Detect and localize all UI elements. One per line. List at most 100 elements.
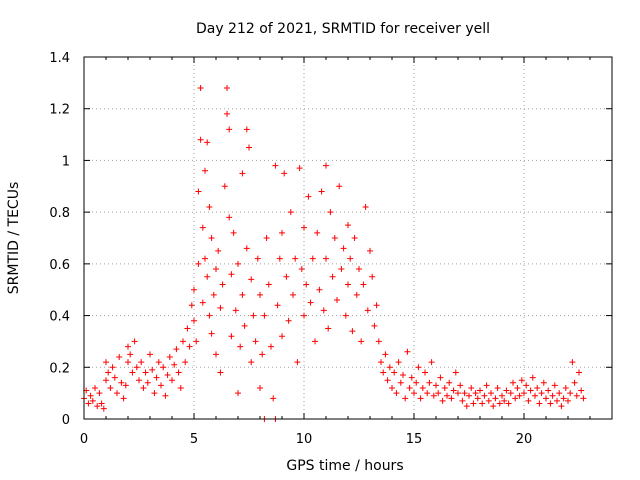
data-point: [309, 255, 316, 262]
y-tick-label: 0.4: [49, 310, 70, 325]
data-point: [505, 400, 512, 407]
data-point: [483, 382, 490, 389]
data-point: [184, 325, 191, 332]
data-point: [202, 167, 208, 174]
data-point: [455, 390, 461, 397]
data-point: [213, 266, 219, 273]
data-point: [257, 384, 263, 391]
data-point: [549, 392, 556, 399]
data-point: [521, 390, 527, 397]
data-point: [94, 403, 101, 410]
data-point: [261, 312, 268, 319]
data-point: [406, 384, 413, 391]
data-point: [461, 390, 468, 397]
data-point: [217, 369, 224, 376]
data-point: [232, 307, 239, 314]
data-point: [323, 162, 329, 169]
data-point: [228, 333, 235, 340]
data-point: [103, 359, 109, 366]
data-point: [512, 395, 519, 402]
data-point: [283, 273, 290, 280]
data-point: [393, 390, 400, 397]
data-point: [452, 369, 459, 376]
data-point: [358, 338, 365, 345]
data-point: [307, 299, 314, 306]
data-point: [259, 351, 266, 358]
x-tick-label: 10: [296, 432, 313, 447]
data-point: [191, 317, 197, 324]
data-point: [514, 384, 521, 391]
data-point: [98, 400, 105, 407]
data-point: [239, 291, 246, 298]
data-point: [415, 364, 422, 371]
y-tick-label: 0.8: [49, 206, 70, 221]
data-point: [210, 291, 217, 298]
data-point: [538, 390, 545, 397]
data-point: [224, 85, 230, 92]
data-point: [395, 359, 402, 366]
data-point: [120, 395, 127, 402]
data-point: [340, 245, 347, 252]
data-point: [525, 397, 532, 404]
data-point: [545, 387, 552, 394]
data-point: [510, 379, 516, 386]
data-point: [580, 395, 587, 402]
data-point: [129, 369, 136, 376]
data-point: [109, 364, 116, 371]
data-point: [175, 369, 182, 376]
data-point: [158, 382, 164, 389]
data-point: [565, 397, 571, 404]
data-point: [532, 392, 538, 399]
data-point: [496, 400, 503, 407]
data-point: [199, 299, 206, 306]
data-point: [485, 397, 492, 404]
data-point: [246, 144, 252, 151]
data-point: [87, 392, 94, 399]
data-point: [441, 384, 448, 391]
data-point: [345, 222, 351, 229]
data-point: [573, 392, 580, 399]
data-point: [371, 322, 378, 329]
data-point: [428, 359, 435, 366]
data-point: [433, 382, 439, 389]
data-point: [492, 395, 499, 402]
data-point: [153, 374, 160, 381]
data-point: [375, 338, 382, 345]
data-point: [248, 276, 255, 283]
data-point: [252, 338, 259, 345]
data-point: [468, 384, 475, 391]
chart-title: Day 212 of 2021, SRMTID for receiver yel…: [196, 21, 490, 37]
data-point: [360, 281, 367, 288]
data-point: [133, 364, 140, 371]
data-point: [459, 397, 466, 404]
data-point: [391, 369, 398, 376]
data-point: [188, 302, 195, 309]
data-point: [501, 397, 508, 404]
data-point: [213, 351, 219, 358]
data-point: [230, 229, 237, 236]
data-point: [507, 390, 514, 397]
data-point: [356, 266, 362, 273]
data-point: [147, 351, 153, 358]
data-point: [349, 328, 356, 335]
data-point: [551, 382, 558, 389]
data-point: [402, 395, 409, 402]
data-point: [182, 359, 189, 366]
data-point: [274, 302, 281, 309]
data-point: [457, 382, 464, 389]
data-point: [466, 392, 472, 399]
data-point: [237, 343, 244, 350]
data-point: [265, 281, 272, 288]
data-point: [327, 209, 334, 216]
data-point: [534, 384, 541, 391]
data-point: [435, 390, 442, 397]
data-point: [193, 338, 200, 345]
data-point: [298, 266, 305, 273]
data-point: [305, 193, 312, 200]
data-point: [228, 271, 235, 278]
data-point: [281, 170, 288, 177]
data-point: [116, 353, 123, 360]
data-point: [569, 359, 576, 366]
data-point: [160, 364, 167, 371]
data-point: [523, 382, 530, 389]
